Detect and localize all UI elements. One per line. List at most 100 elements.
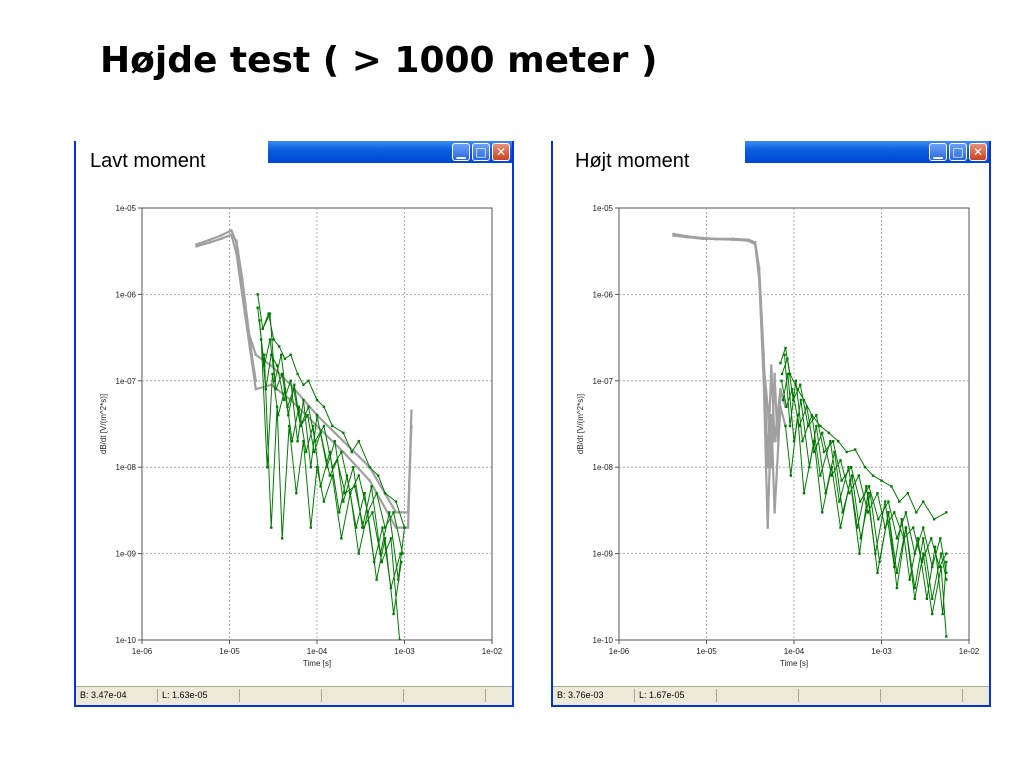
gray-data-point xyxy=(731,237,735,241)
green-data-point xyxy=(839,526,842,529)
green-data-point xyxy=(868,492,872,495)
green-data-point xyxy=(848,492,851,495)
gray-data-point xyxy=(773,511,776,514)
gray-data-point xyxy=(672,232,675,236)
green-data-point xyxy=(798,424,801,428)
green-data-point xyxy=(838,500,841,503)
green-data-point xyxy=(904,511,908,514)
green-data-point xyxy=(857,474,860,477)
green-data-point xyxy=(362,526,365,529)
gray-data-point xyxy=(410,409,413,412)
green-data-point xyxy=(799,398,803,402)
green-data-point xyxy=(849,479,852,482)
statusbar: B: 3.76e-03 L: 1.67e-05 xyxy=(553,686,989,705)
green-data-point xyxy=(306,413,309,417)
green-data-point xyxy=(276,413,280,417)
green-data-point xyxy=(922,552,925,555)
status-b-value: B: 3.47e-04 xyxy=(78,689,158,702)
gray-data-point xyxy=(770,413,773,417)
green-data-point xyxy=(290,439,294,443)
green-data-point xyxy=(311,424,315,428)
green-data-point xyxy=(286,405,289,409)
gray-data-point xyxy=(315,424,319,428)
green-data-point xyxy=(338,511,341,514)
green-data-point xyxy=(840,479,843,482)
green-data-point xyxy=(353,485,356,488)
gray-data-point xyxy=(766,466,769,469)
statusbar: B: 3.47e-04 L: 1.63e-05 xyxy=(76,686,512,705)
green-data-point xyxy=(280,353,283,356)
green-series-line xyxy=(785,414,947,637)
green-data-point xyxy=(366,511,369,514)
minimize-icon[interactable]: ▁ xyxy=(452,143,470,161)
green-data-point xyxy=(322,500,326,503)
y-tick-label: 1e-07 xyxy=(116,377,137,386)
green-data-point xyxy=(853,448,857,451)
green-data-point xyxy=(865,485,868,488)
gray-data-point xyxy=(230,229,233,232)
green-data-point xyxy=(933,545,937,548)
green-data-point xyxy=(370,485,373,488)
green-data-point xyxy=(850,474,854,477)
close-icon[interactable]: ✕ xyxy=(969,143,987,161)
gray-data-point xyxy=(766,526,769,529)
gray-data-point xyxy=(770,364,773,367)
gray-data-point xyxy=(766,405,769,409)
green-data-point xyxy=(784,346,787,350)
green-data-point xyxy=(833,450,836,454)
green-data-point xyxy=(268,338,272,341)
gray-data-point xyxy=(195,243,198,246)
green-data-point xyxy=(297,405,301,409)
gray-data-point xyxy=(701,236,704,240)
green-data-point xyxy=(945,552,948,555)
green-data-point xyxy=(904,526,908,529)
green-data-point xyxy=(357,439,360,443)
green-data-point xyxy=(922,500,925,503)
green-data-point xyxy=(931,565,934,569)
gray-data-point xyxy=(208,238,212,241)
gray-data-point xyxy=(715,237,718,241)
close-icon[interactable]: ✕ xyxy=(492,143,510,161)
minimize-icon[interactable]: ▁ xyxy=(929,143,947,161)
gray-data-point xyxy=(394,526,398,529)
green-data-point xyxy=(280,537,284,540)
x-tick-label: 1e-03 xyxy=(394,647,415,656)
green-data-point xyxy=(270,353,273,356)
green-data-point xyxy=(925,597,929,600)
green-data-point xyxy=(256,306,259,309)
green-data-point xyxy=(335,459,339,462)
green-data-point xyxy=(932,518,936,521)
gray-series-line xyxy=(762,365,782,469)
maximize-icon[interactable]: □ xyxy=(472,143,490,161)
green-data-point xyxy=(392,612,395,616)
gray-data-point xyxy=(406,511,410,514)
gray-data-point xyxy=(672,234,675,237)
gray-data-point xyxy=(254,353,258,356)
green-data-point xyxy=(911,526,915,529)
gray-data-point xyxy=(246,319,249,322)
x-tick-label: 1e-04 xyxy=(784,647,805,656)
green-data-point xyxy=(280,372,284,376)
green-data-point xyxy=(319,431,322,435)
green-data-point xyxy=(945,578,948,581)
green-data-point xyxy=(802,492,806,495)
green-data-point xyxy=(289,353,292,356)
green-data-point xyxy=(261,327,264,330)
gray-data-point xyxy=(747,238,750,241)
y-axis-label: dB/dt [V/(m^2*s)] xyxy=(576,394,585,454)
green-data-point xyxy=(820,431,824,435)
maximize-icon[interactable]: □ xyxy=(949,143,967,161)
green-data-point xyxy=(392,511,395,514)
green-data-point xyxy=(898,500,901,503)
green-data-point xyxy=(810,413,814,417)
chart-window-right[interactable]: ▁ □ ✕ 1e-06 1e-05 1e-04 1e-03 1e-02 1e-10 1e-0… xyxy=(551,141,991,707)
green-data-point xyxy=(267,312,270,315)
green-data-point xyxy=(819,424,822,428)
gray-data-point xyxy=(270,383,273,386)
green-data-point xyxy=(913,586,916,590)
status-empty-cell xyxy=(242,689,322,702)
chart-window-left[interactable]: ▁ □ ✕ 1e-06 1e-05 1e-04 1e-03 1e-02 1e-10 1e-0… xyxy=(74,141,514,707)
y-tick-label: 1e-05 xyxy=(116,204,137,213)
green-data-point xyxy=(780,372,784,376)
green-data-point xyxy=(263,353,266,356)
